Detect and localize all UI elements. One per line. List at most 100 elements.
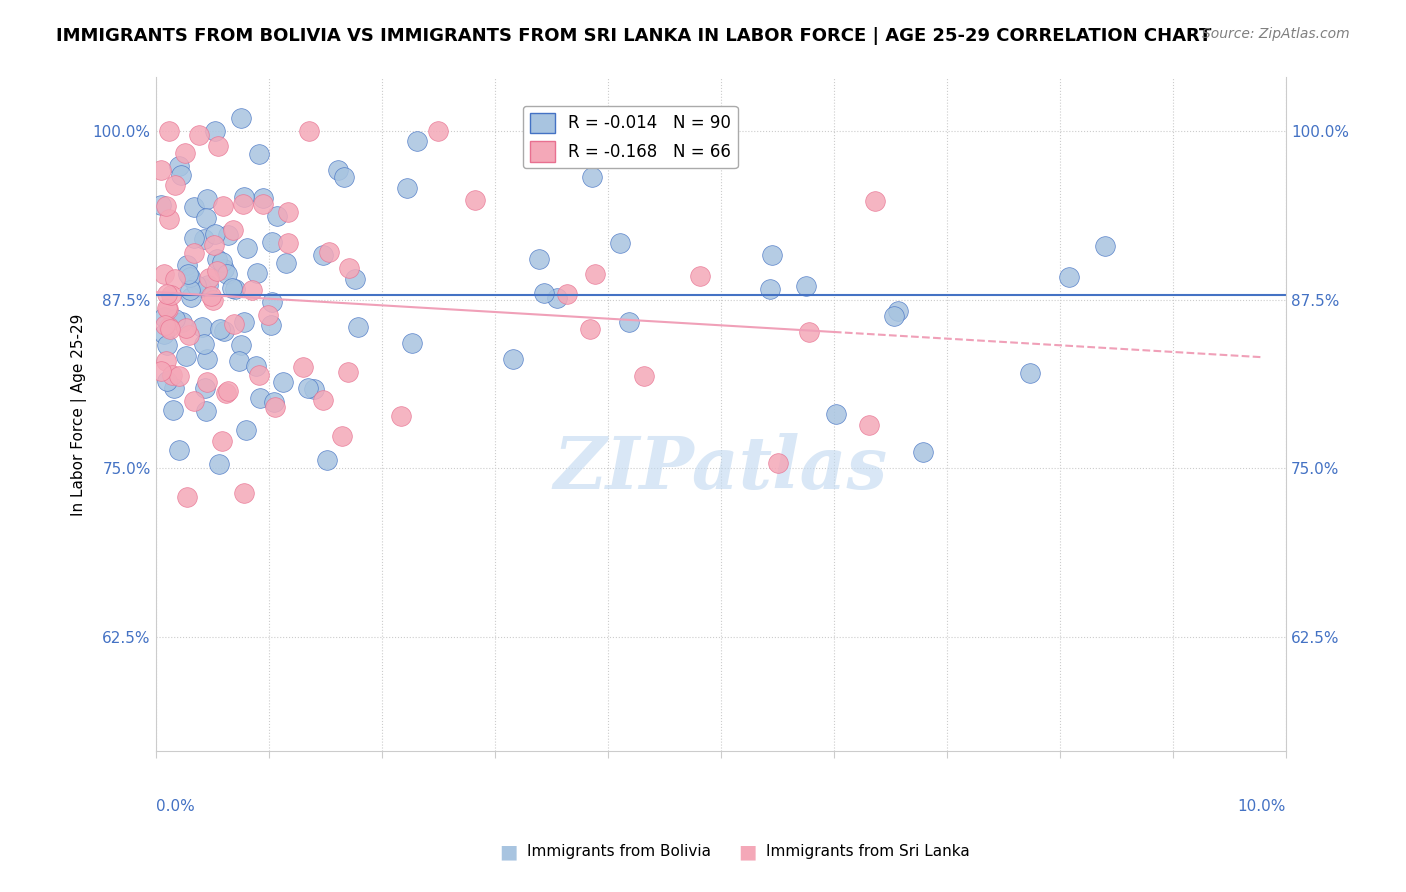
Point <box>150 363 173 377</box>
Point <box>150 197 173 211</box>
Point <box>211 434 233 449</box>
Point <box>179 283 201 297</box>
Text: 0.0%: 0.0% <box>156 798 194 814</box>
Point <box>579 322 602 336</box>
Point <box>1094 239 1116 253</box>
Point <box>766 457 789 471</box>
Point <box>157 212 180 227</box>
Point <box>217 227 239 242</box>
Point <box>157 320 180 334</box>
Point <box>1057 269 1080 284</box>
Point <box>555 286 578 301</box>
Text: Immigrants from Sri Lanka: Immigrants from Sri Lanka <box>766 845 970 859</box>
Point <box>260 294 283 309</box>
Point <box>315 453 337 467</box>
Point <box>264 400 287 414</box>
Point <box>249 368 271 382</box>
Text: Source: ZipAtlas.com: Source: ZipAtlas.com <box>1202 27 1350 41</box>
Point <box>156 302 179 317</box>
Point <box>153 327 176 342</box>
Point <box>581 169 603 184</box>
Point <box>224 317 246 331</box>
Point <box>211 254 233 268</box>
Point <box>266 210 288 224</box>
Point <box>759 282 782 296</box>
Point <box>201 293 224 308</box>
Point <box>212 262 235 277</box>
Point <box>405 135 427 149</box>
Point <box>256 308 278 322</box>
Point <box>176 259 198 273</box>
Point <box>155 199 177 213</box>
Y-axis label: In Labor Force | Age 25-29: In Labor Force | Age 25-29 <box>72 313 87 516</box>
Point <box>689 268 711 283</box>
Point <box>153 267 176 281</box>
Point <box>233 486 256 500</box>
Point <box>222 223 245 237</box>
Point <box>617 315 640 329</box>
Point <box>863 194 886 208</box>
Point <box>333 169 356 184</box>
Point <box>152 310 174 324</box>
Point <box>794 279 817 293</box>
Point <box>167 443 190 458</box>
Point <box>183 394 205 409</box>
Point <box>193 232 215 246</box>
Point <box>209 321 232 335</box>
Point <box>245 359 267 374</box>
Point <box>228 354 250 368</box>
Point <box>546 291 568 305</box>
Point <box>195 192 218 206</box>
Point <box>247 146 270 161</box>
Point <box>633 369 655 384</box>
Point <box>197 375 219 389</box>
Point <box>533 286 555 301</box>
Point <box>271 376 294 390</box>
Point <box>240 283 263 297</box>
Point <box>232 196 254 211</box>
Point <box>157 124 180 138</box>
Point <box>170 315 193 329</box>
Point <box>464 193 486 207</box>
Point <box>527 252 550 267</box>
Point <box>156 301 179 315</box>
Point <box>259 318 281 333</box>
Point <box>337 261 360 276</box>
Point <box>609 235 631 250</box>
Point <box>262 235 284 250</box>
Point <box>155 318 177 332</box>
Point <box>318 245 340 260</box>
Point <box>1018 366 1040 380</box>
Point <box>347 319 370 334</box>
Point <box>200 288 222 302</box>
Point <box>204 124 226 138</box>
Point <box>291 360 314 375</box>
Point <box>183 246 205 260</box>
Point <box>170 168 193 182</box>
Text: IMMIGRANTS FROM BOLIVIA VS IMMIGRANTS FROM SRI LANKA IN LABOR FORCE | AGE 25-29 : IMMIGRANTS FROM BOLIVIA VS IMMIGRANTS FR… <box>56 27 1212 45</box>
Point <box>205 252 228 267</box>
Point <box>156 374 179 388</box>
Point <box>249 391 271 405</box>
Point <box>174 320 197 334</box>
Point <box>224 282 246 296</box>
Point <box>190 320 212 334</box>
Point <box>886 304 908 318</box>
Point <box>177 267 200 281</box>
Point <box>176 490 198 504</box>
Point <box>215 386 238 401</box>
Point <box>211 199 233 213</box>
Point <box>274 256 297 270</box>
Point <box>167 368 190 383</box>
Point <box>156 337 179 351</box>
Point <box>221 281 243 295</box>
Point <box>193 337 215 351</box>
Point <box>214 324 236 338</box>
Point <box>312 392 335 407</box>
Point <box>194 381 217 395</box>
Point <box>825 407 848 421</box>
Point <box>911 444 934 458</box>
Legend: R = -0.014   N = 90, R = -0.168   N = 66: R = -0.014 N = 90, R = -0.168 N = 66 <box>523 106 738 169</box>
Point <box>204 227 226 242</box>
Point <box>799 326 821 340</box>
